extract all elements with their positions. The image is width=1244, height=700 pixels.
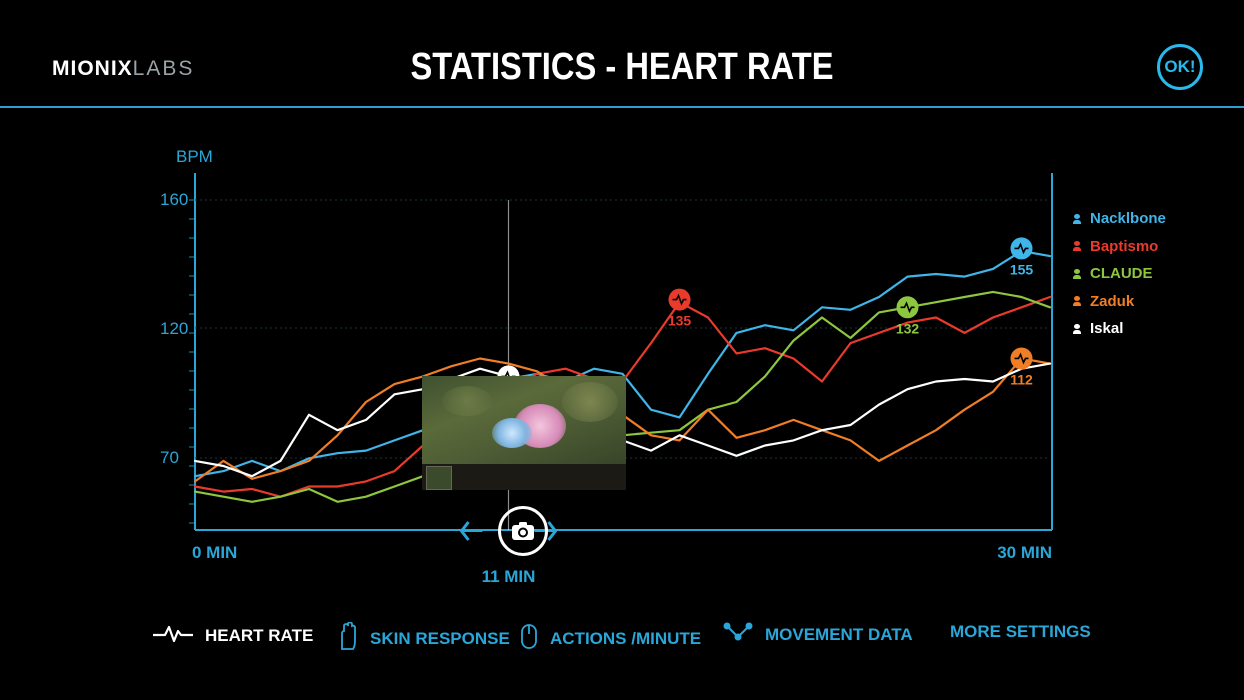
ok-button[interactable]: OK!	[1157, 44, 1203, 90]
chart-ticks: BPM 160 120 70 0 MIN 30 MIN 11 MIN	[160, 147, 1052, 586]
legend-item[interactable]: Iskal	[1073, 315, 1166, 343]
page-title: STATISTICS - HEART RATE	[410, 46, 834, 88]
peak-value: 112	[1010, 371, 1033, 387]
legend-item[interactable]: CLAUDE	[1073, 260, 1166, 288]
chart-frame	[189, 173, 1053, 541]
legend-label: Baptismo	[1090, 237, 1159, 255]
mouse-icon	[521, 624, 537, 649]
pulse-icon	[1014, 352, 1029, 365]
tab-actions-minute[interactable]: ACTIONS /MINUTE	[520, 622, 701, 655]
person-icon	[1073, 268, 1081, 279]
peak-marker-claude: 132	[896, 296, 920, 336]
pulse-icon	[153, 625, 193, 643]
peak-value: 155	[1010, 261, 1034, 277]
peak-marker-zaduk: 112	[1010, 347, 1033, 387]
x-tick-start: 0 MIN	[192, 543, 237, 562]
chart-legend: Nacklbone Baptismo CLAUDE Zaduk Iskal	[1073, 205, 1166, 343]
x-tick-end: 30 MIN	[997, 543, 1052, 562]
mionix-labs-logo: MIONIXLABS	[52, 57, 194, 81]
tab-skin-response-label: SKIN RESPONSE	[370, 628, 510, 648]
person-icon	[1073, 296, 1081, 307]
tab-actions-minute-label: ACTIONS /MINUTE	[550, 628, 702, 648]
legend-label: Iskal	[1090, 320, 1124, 338]
gameplay-screenshot-thumbnail[interactable]	[422, 376, 626, 490]
tab-heart-rate[interactable]: HEART RATE	[153, 622, 313, 649]
legend-item[interactable]: Zaduk	[1073, 288, 1166, 316]
person-icon	[1073, 323, 1081, 334]
y-axis-label: BPM	[176, 147, 213, 166]
legend-item[interactable]: Baptismo	[1073, 233, 1166, 261]
y-tick-label: 70	[160, 448, 179, 467]
tab-movement-data-label: MOVEMENT DATA	[765, 624, 913, 644]
game-hud	[422, 464, 626, 490]
y-tick-label: 160	[160, 190, 188, 209]
peak-value: 132	[896, 320, 920, 336]
tab-heart-rate-label: HEART RATE	[205, 625, 314, 645]
person-icon	[1073, 241, 1081, 252]
peak-marker-nacklbone: 155	[1010, 237, 1034, 277]
pulse-icon	[672, 293, 687, 306]
legend-label: Nacklbone	[1090, 210, 1166, 228]
series-line-nacklbone	[193, 249, 1052, 478]
y-tick-label: 120	[160, 319, 188, 338]
tab-more-settings-label: MORE SETTINGS	[950, 622, 1091, 641]
header: MIONIXLABS STATISTICS - HEART RATE OK!	[0, 0, 1244, 106]
time-marker-label: 11 MIN	[482, 567, 536, 586]
camera-icon	[512, 522, 534, 540]
network-icon	[723, 622, 753, 641]
logo-bold: MIONIX	[52, 57, 133, 80]
game-minimap	[426, 466, 452, 490]
logo-thin: LABS	[132, 57, 195, 80]
peak-marker-baptismo: 135	[668, 288, 692, 329]
legend-item[interactable]: Nacklbone	[1073, 205, 1166, 233]
tab-movement-data[interactable]: MOVEMENT DATA	[723, 622, 913, 647]
hand-icon	[341, 621, 356, 650]
pulse-icon	[900, 301, 915, 314]
header-divider	[0, 106, 1244, 108]
tab-skin-response[interactable]: SKIN RESPONSE	[338, 621, 510, 655]
legend-label: Zaduk	[1090, 292, 1135, 310]
stat-tabs: HEART RATE SKIN RESPONSE ACTIONS /MINUTE…	[0, 621, 1244, 655]
pulse-icon	[1014, 242, 1029, 255]
legend-label: CLAUDE	[1090, 265, 1153, 283]
screenshot-camera-button[interactable]	[498, 506, 548, 556]
tab-more-settings[interactable]: MORE SETTINGS	[950, 622, 1091, 642]
peak-value: 135	[668, 313, 692, 329]
person-icon	[1073, 213, 1081, 224]
